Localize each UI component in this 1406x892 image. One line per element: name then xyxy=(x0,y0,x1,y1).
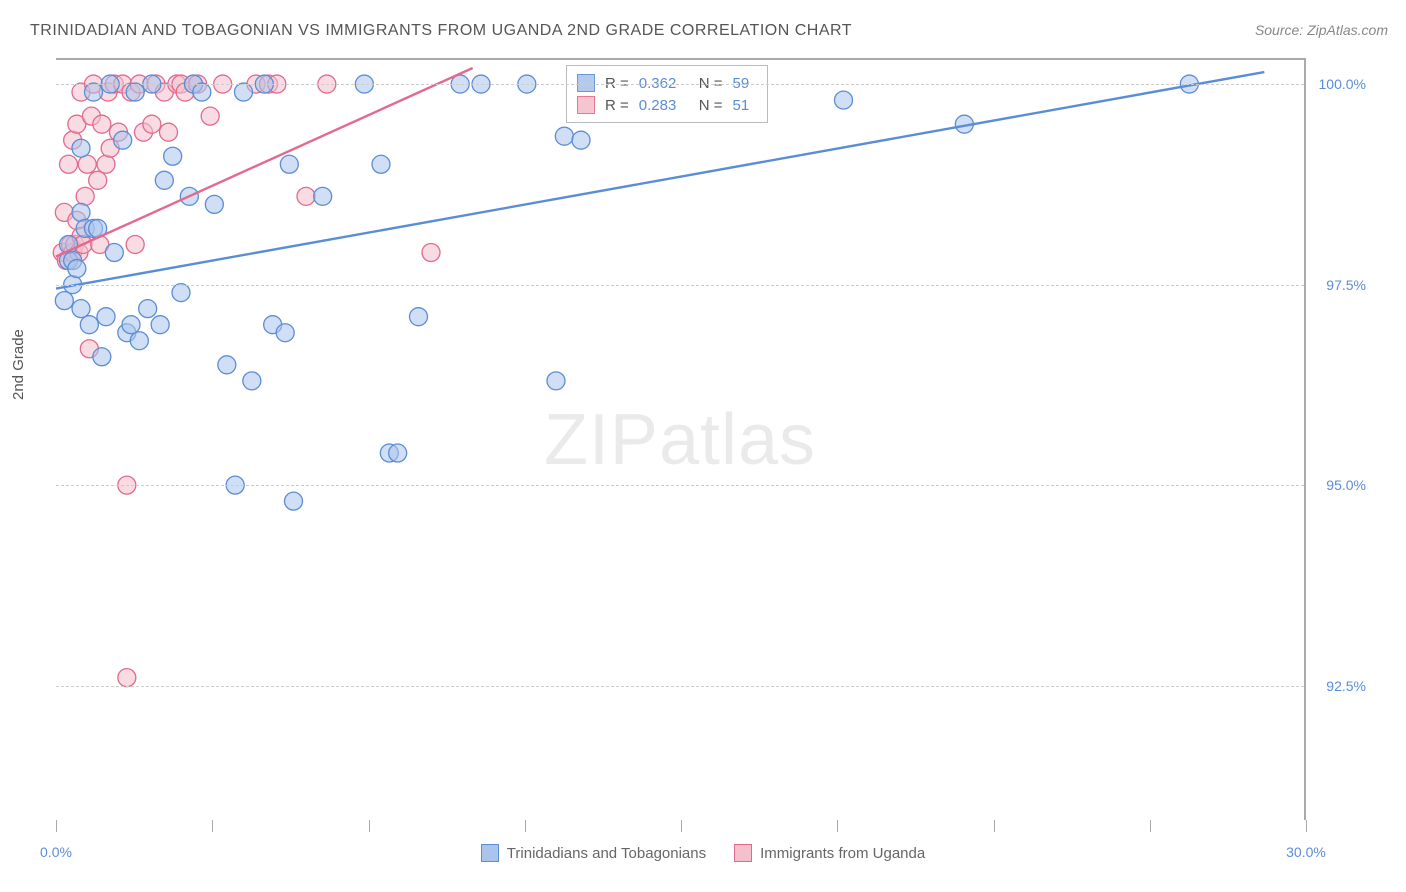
data-point xyxy=(280,155,298,173)
scatter-svg xyxy=(56,60,1304,820)
data-point xyxy=(114,131,132,149)
data-point xyxy=(76,187,94,205)
x-tick xyxy=(525,820,526,832)
x-tick xyxy=(56,820,57,832)
data-point xyxy=(164,147,182,165)
data-point xyxy=(122,316,140,334)
n-label: N = xyxy=(699,75,723,92)
data-point xyxy=(172,284,190,302)
data-point xyxy=(235,83,253,101)
gridline-h xyxy=(56,686,1304,687)
data-point xyxy=(105,244,123,262)
data-point xyxy=(193,83,211,101)
data-point xyxy=(60,155,78,173)
data-point xyxy=(72,300,90,318)
data-point xyxy=(285,492,303,510)
y-tick-label: 92.5% xyxy=(1326,678,1366,694)
bottom-legend: Trinidadians and Tobagonians Immigrants … xyxy=(0,844,1406,862)
data-point xyxy=(155,171,173,189)
gridline-h xyxy=(56,285,1304,286)
n-label: N = xyxy=(699,97,723,114)
data-point xyxy=(410,308,428,326)
data-point xyxy=(72,203,90,221)
x-tick xyxy=(994,820,995,832)
data-point xyxy=(572,131,590,149)
r-value: 0.283 xyxy=(639,97,689,114)
data-point xyxy=(372,155,390,173)
data-point xyxy=(276,324,294,342)
legend-item-pink: Immigrants from Uganda xyxy=(734,844,925,862)
stats-legend-box: R = 0.362 N = 59 R = 0.283 N = 51 xyxy=(566,65,768,123)
legend-swatch-blue xyxy=(481,844,499,862)
data-point xyxy=(78,155,96,173)
legend-swatch-pink xyxy=(734,844,752,862)
y-tick-label: 97.5% xyxy=(1326,277,1366,293)
y-tick-label: 100.0% xyxy=(1319,76,1366,92)
data-point xyxy=(835,91,853,109)
r-value: 0.362 xyxy=(639,75,689,92)
regression-line xyxy=(56,68,473,256)
data-point xyxy=(314,187,332,205)
data-point xyxy=(85,83,103,101)
source-attribution: Source: ZipAtlas.com xyxy=(1255,22,1388,38)
legend-item-blue: Trinidadians and Tobagonians xyxy=(481,844,706,862)
data-point xyxy=(205,195,223,213)
data-point xyxy=(55,292,73,310)
plot-area: ZIPatlas R =0.362N =59R =0.283N =51 92.5… xyxy=(56,58,1306,820)
x-tick xyxy=(1306,820,1307,832)
x-tick xyxy=(369,820,370,832)
stats-swatch xyxy=(577,74,595,92)
x-tick xyxy=(681,820,682,832)
data-point xyxy=(130,332,148,350)
x-tick xyxy=(212,820,213,832)
data-point xyxy=(126,83,144,101)
gridline-h xyxy=(56,84,1304,85)
data-point xyxy=(201,107,219,125)
gridline-h xyxy=(56,485,1304,486)
r-label: R = xyxy=(605,75,629,92)
data-point xyxy=(422,244,440,262)
y-axis-label: 2nd Grade xyxy=(10,329,27,400)
data-point xyxy=(89,171,107,189)
stats-row: R = 0.283 N = 51 xyxy=(577,94,757,116)
stats-row: R = 0.362 N = 59 xyxy=(577,72,757,94)
data-point xyxy=(243,372,261,390)
x-tick xyxy=(1150,820,1151,832)
data-point xyxy=(93,115,111,133)
data-point xyxy=(72,139,90,157)
data-point xyxy=(139,300,157,318)
y-tick-label: 95.0% xyxy=(1326,477,1366,493)
data-point xyxy=(547,372,565,390)
data-point xyxy=(389,444,407,462)
data-point xyxy=(297,187,315,205)
data-point xyxy=(143,115,161,133)
data-point xyxy=(555,127,573,145)
data-point xyxy=(151,316,169,334)
n-value: 59 xyxy=(733,75,757,92)
legend-label-blue: Trinidadians and Tobagonians xyxy=(507,845,706,862)
data-point xyxy=(160,123,178,141)
data-point xyxy=(126,235,144,253)
x-tick xyxy=(837,820,838,832)
n-value: 51 xyxy=(733,97,757,114)
data-point xyxy=(93,348,111,366)
stats-swatch xyxy=(577,96,595,114)
x-axis: 0.0%30.0% xyxy=(56,820,1306,821)
data-point xyxy=(97,308,115,326)
data-point xyxy=(218,356,236,374)
r-label: R = xyxy=(605,97,629,114)
data-point xyxy=(97,155,115,173)
legend-label-pink: Immigrants from Uganda xyxy=(760,845,925,862)
data-point xyxy=(80,316,98,334)
chart-title: TRINIDADIAN AND TOBAGONIAN VS IMMIGRANTS… xyxy=(30,22,852,40)
data-point xyxy=(68,260,86,278)
data-point xyxy=(118,669,136,687)
